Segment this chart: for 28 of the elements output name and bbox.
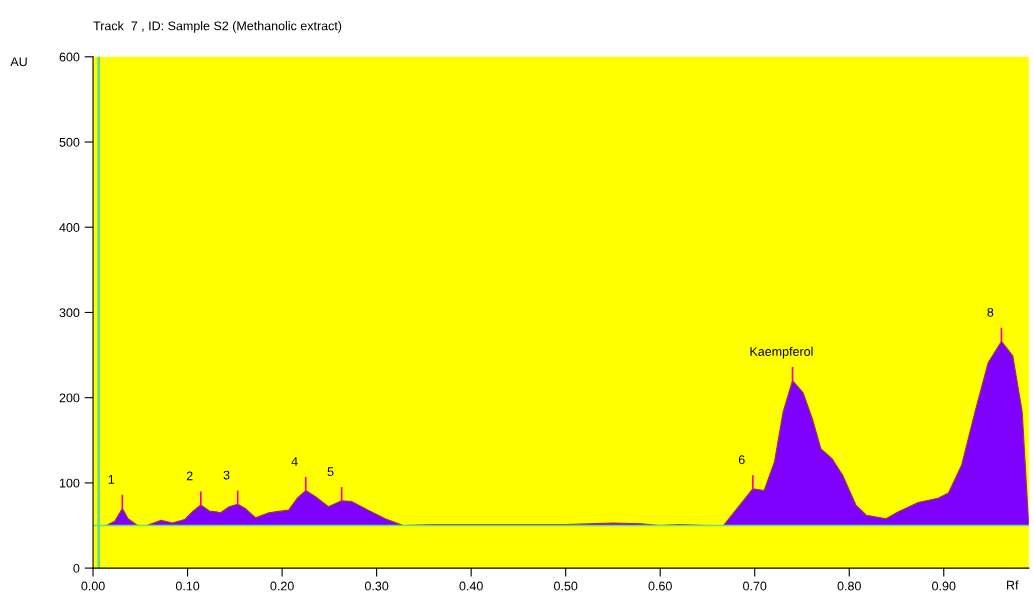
y-tick-label: 400 (59, 223, 80, 232)
annotation: Kaempferol (750, 346, 813, 359)
x-tick-label: 0.40 (459, 581, 483, 591)
y-tick-label: 500 (59, 137, 80, 147)
y-tick-label: 0 (73, 563, 80, 573)
annotation: 4 (291, 457, 298, 466)
chart-title: Track 7 , ID: Sample S2 (Methanolic extract) (93, 21, 342, 33)
annotation: 5 (327, 467, 334, 477)
x-tick-label: 0.20 (270, 581, 294, 591)
y-tick-label: 100 (59, 478, 80, 488)
x-tick-label: 0.00 (81, 581, 105, 591)
x-tick-label: 0.80 (837, 581, 861, 591)
x-tick-label: 0.10 (175, 581, 200, 591)
x-tick-label: 0.60 (648, 581, 672, 591)
x-axis-title: Rf (1007, 580, 1019, 590)
y-tick-label: 300 (59, 308, 80, 318)
y-tick-label: 200 (59, 393, 80, 403)
y-tick-label: 600 (59, 52, 80, 62)
annotation: 2 (186, 471, 193, 481)
annotation: 3 (223, 470, 230, 480)
y-axis-title: AU (10, 57, 27, 67)
annotation: 8 (987, 307, 994, 317)
x-tick-label: 0.90 (932, 581, 956, 591)
x-tick-label: 0.70 (743, 581, 767, 591)
annotation: 6 (738, 455, 745, 465)
x-tick-label: 0.50 (554, 581, 578, 591)
annotation: 1 (108, 475, 115, 484)
x-tick-label: 0.30 (364, 581, 389, 591)
